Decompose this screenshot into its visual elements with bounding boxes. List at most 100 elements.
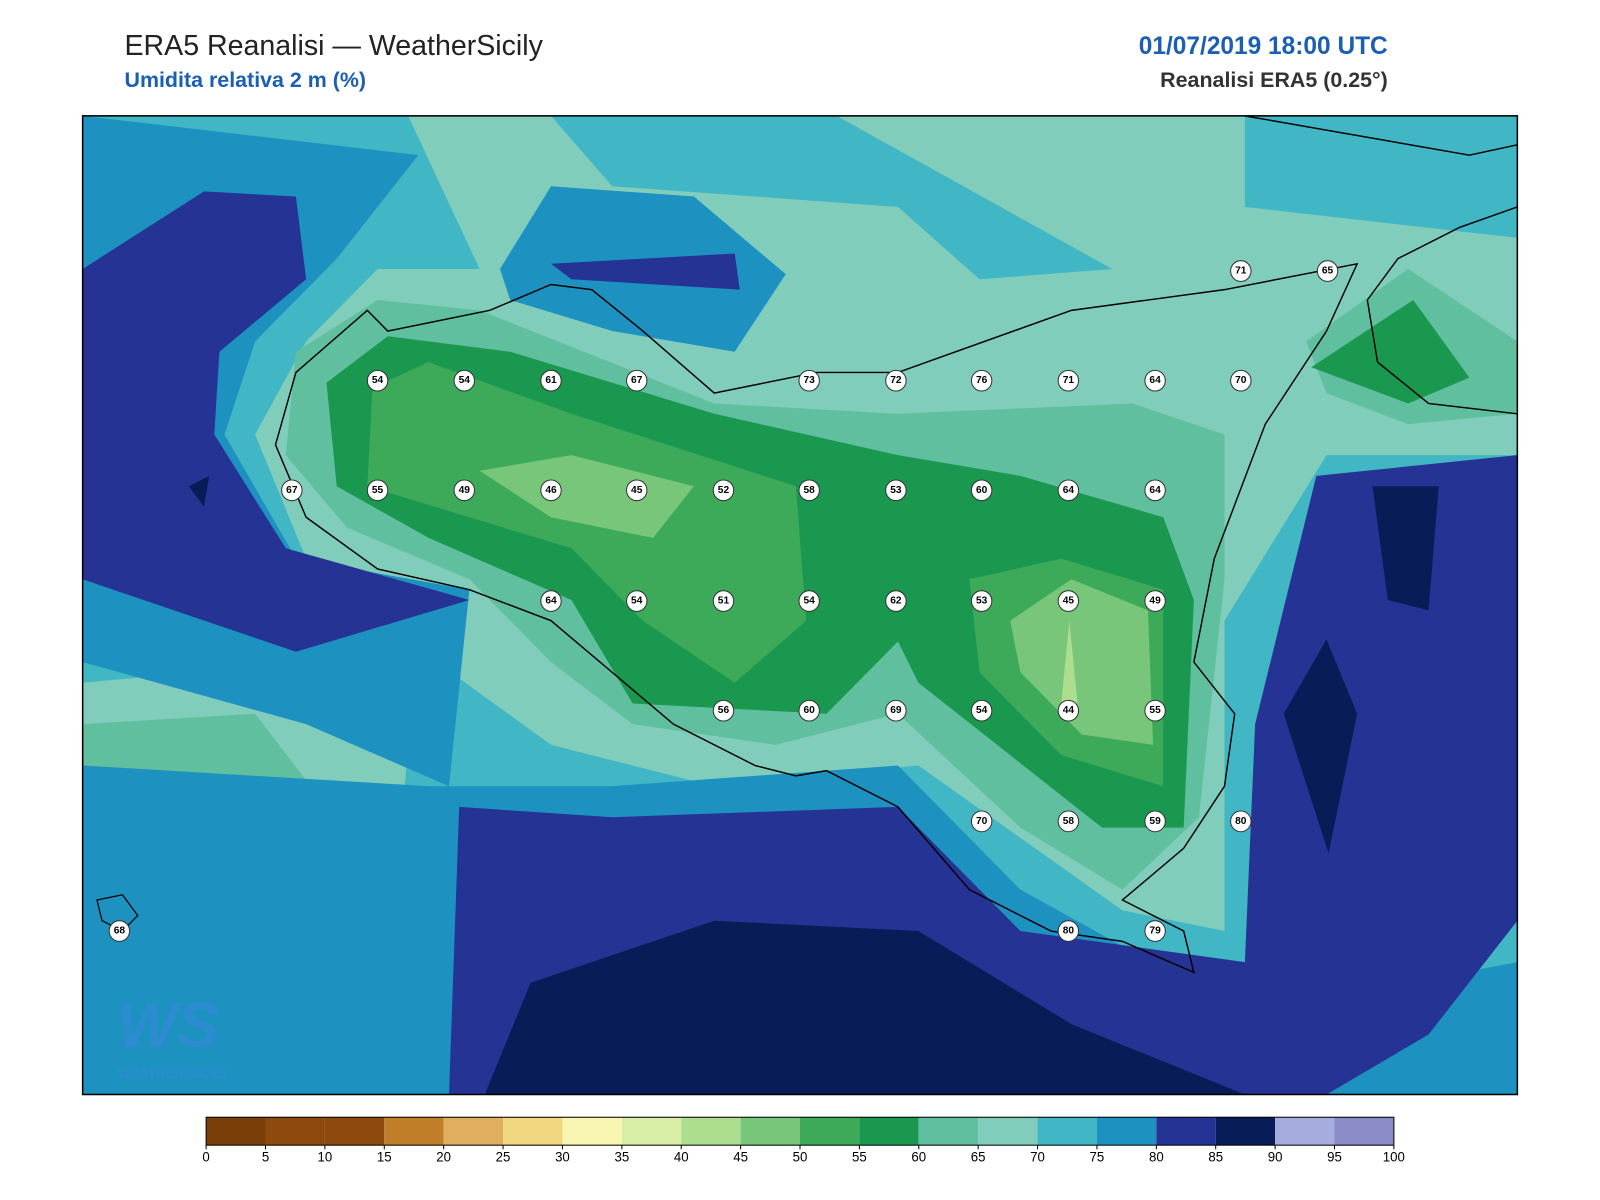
station-value: 49 [1149,595,1161,606]
station-value: 45 [631,485,643,496]
station-value: 56 [718,705,730,716]
station-marker [366,369,389,392]
station-marker [540,369,562,392]
source: Reanalisi ERA5 (0.25°) [1160,67,1388,92]
colorbar: 0 5 10 15 20 25 30 35 40 45 50 55 60 65 70 75 80 85 90 95 10… [202,1116,1405,1165]
station-marker [970,699,993,722]
colorbar-segment [384,1117,444,1146]
colorbar-tick-label: 20 [436,1150,451,1165]
colorbar-segment [1275,1117,1335,1146]
station-value: 67 [631,375,643,386]
colorbar-tick-label: 45 [733,1150,748,1165]
colorbar-tick-label: 90 [1268,1150,1283,1165]
colorbar-tick-label: 75 [1090,1150,1105,1165]
station-marker [798,699,820,722]
map-frame [81,115,1519,1096]
colorbar-segment [324,1117,385,1146]
colorbar-segment [1037,1117,1097,1146]
station-marker [1144,920,1166,942]
station-marker [281,479,303,502]
colorbar-segment [621,1117,682,1146]
subtitle: Umidita relativa 2 m (%) [124,67,366,92]
station-marker [970,810,993,833]
station-value: 60 [976,485,988,496]
station-marker [453,369,475,392]
station-marker [1057,810,1080,833]
colorbar-tick-label: 10 [318,1150,333,1165]
station-marker [970,369,993,392]
station-marker [1230,369,1252,392]
station-marker [885,479,907,502]
station-value: 62 [890,595,902,606]
station-value: 64 [1149,375,1161,386]
station-marker [1144,810,1166,833]
station-value: 49 [459,485,471,496]
colorbar-segment [503,1117,563,1146]
colorbar-tick-label: 95 [1327,1150,1342,1165]
station-value: 79 [1149,925,1161,936]
colorbar-segment [1156,1117,1216,1146]
colorbar-segment [978,1117,1038,1146]
station-marker [798,590,820,612]
station-value: 71 [1235,265,1247,276]
colorbar-segment [206,1117,266,1146]
colorbar-tick-label: 65 [971,1150,986,1165]
station-marker [712,479,735,502]
station-marker [1057,479,1080,502]
station-marker [970,590,993,612]
colorbar-tick-label: 50 [793,1150,808,1165]
title: ERA5 Reanalisi — WeatherSicily [124,30,543,62]
station-marker [885,369,907,392]
station-marker [1144,590,1166,612]
colorbar-segment [1215,1117,1276,1146]
station-value: 64 [545,595,557,606]
station-value: 58 [804,485,816,496]
station-value: 68 [114,925,126,936]
colorbar-tick-label: 60 [911,1150,926,1165]
colorbar-tick-label: 15 [377,1150,392,1165]
station-value: 80 [1235,816,1247,827]
station-marker [1230,810,1252,833]
station-value: 64 [1063,485,1075,496]
colorbar-tick-label: 55 [852,1150,867,1165]
logo-mark: WS [117,990,219,1061]
station-value: 59 [1149,816,1161,827]
station-value: 58 [1063,816,1075,827]
station-value: 53 [890,485,902,496]
station-value: 55 [372,485,384,496]
colorbar-segment [918,1117,979,1146]
station-marker [626,369,648,392]
field [82,115,1518,1095]
station-value: 70 [976,816,988,827]
station-marker [712,590,735,612]
colorbar-segment [1334,1117,1394,1146]
colorbar-segment [443,1117,504,1146]
colorbar-segment [859,1117,919,1146]
colorbar-tick-label: 80 [1149,1150,1164,1165]
stations: 71 65 54 54 61 67 73 72 76 71 64 70 67 55 49 46 45 52 58 53… [108,260,1339,942]
colorbar-segment [681,1117,741,1146]
station-marker [626,590,648,612]
station-marker [366,479,389,502]
colorbar-tick-label: 85 [1208,1150,1223,1165]
station-value: 54 [459,375,471,386]
datetime: 01/07/2019 18:00 UTC [1139,33,1388,60]
colorbar-segment [800,1117,860,1146]
station-value: 67 [286,485,298,496]
station-marker [1144,699,1166,722]
station-value: 55 [1149,705,1161,716]
colorbar-segment [740,1117,800,1146]
station-value: 51 [718,595,730,606]
station-marker [1144,369,1166,392]
station-value: 65 [1322,265,1334,276]
colorbar-tick-label: 35 [614,1150,629,1165]
station-marker [1057,920,1080,942]
station-marker [453,479,475,502]
station-marker [540,590,562,612]
station-marker [1230,260,1252,282]
colorbar-tick-label: 30 [555,1150,570,1165]
colorbar-tick-label: 25 [496,1150,511,1165]
station-value: 46 [545,485,557,496]
station-value: 61 [545,375,557,386]
